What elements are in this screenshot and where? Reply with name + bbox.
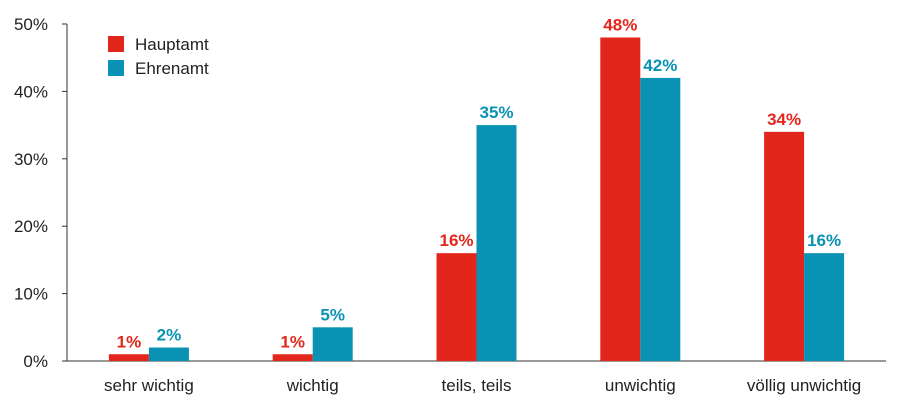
bar-hauptamt bbox=[600, 37, 641, 361]
data-label: 16% bbox=[807, 231, 841, 250]
x-tick-label: sehr wichtig bbox=[104, 376, 194, 395]
data-label: 35% bbox=[479, 103, 513, 122]
data-label: 1% bbox=[280, 332, 305, 351]
legend-label: Hauptamt bbox=[135, 35, 209, 54]
data-labels: 1% 2% 1% 5% 16% 35% 48% 42% 34% 16% bbox=[117, 15, 842, 351]
y-tick-label: 10% bbox=[14, 285, 48, 304]
x-tick-label: völlig unwichtig bbox=[747, 376, 861, 395]
data-label: 2% bbox=[157, 326, 182, 345]
data-label: 34% bbox=[767, 110, 801, 129]
bar-ehrenamt bbox=[312, 327, 353, 361]
x-tick-label: wichtig bbox=[286, 376, 339, 395]
y-tick-label: 0% bbox=[23, 352, 48, 371]
legend: Hauptamt Ehrenamt bbox=[108, 35, 209, 78]
legend-swatch bbox=[108, 60, 124, 76]
x-tick-label: teils, teils bbox=[442, 376, 512, 395]
bar-ehrenamt bbox=[640, 77, 681, 362]
data-label: 42% bbox=[643, 56, 677, 75]
y-axis: 0% 10% 20% 30% 40% 50% bbox=[14, 15, 68, 371]
bar-ehrenamt bbox=[148, 347, 189, 361]
bar-hauptamt bbox=[272, 354, 313, 361]
bar-ehrenamt bbox=[476, 125, 517, 361]
data-label: 16% bbox=[439, 231, 473, 250]
y-tick-label: 20% bbox=[14, 217, 48, 236]
bar-hauptamt bbox=[108, 354, 149, 361]
legend-swatch bbox=[108, 36, 124, 52]
y-tick-label: 40% bbox=[14, 82, 48, 101]
x-axis: sehr wichtig wichtig teils, teils unwichtig… bbox=[67, 360, 886, 395]
data-label: 5% bbox=[320, 305, 345, 324]
bars bbox=[108, 37, 845, 362]
y-tick-label: 30% bbox=[14, 150, 48, 169]
data-label: 48% bbox=[603, 15, 637, 34]
legend-label: Ehrenamt bbox=[135, 59, 209, 78]
y-tick-label: 50% bbox=[14, 15, 48, 34]
bar-hauptamt bbox=[436, 253, 477, 361]
x-tick-label: unwichtig bbox=[605, 376, 676, 395]
bar-hauptamt bbox=[764, 131, 805, 361]
data-label: 1% bbox=[117, 332, 142, 351]
bar-ehrenamt bbox=[804, 253, 845, 361]
